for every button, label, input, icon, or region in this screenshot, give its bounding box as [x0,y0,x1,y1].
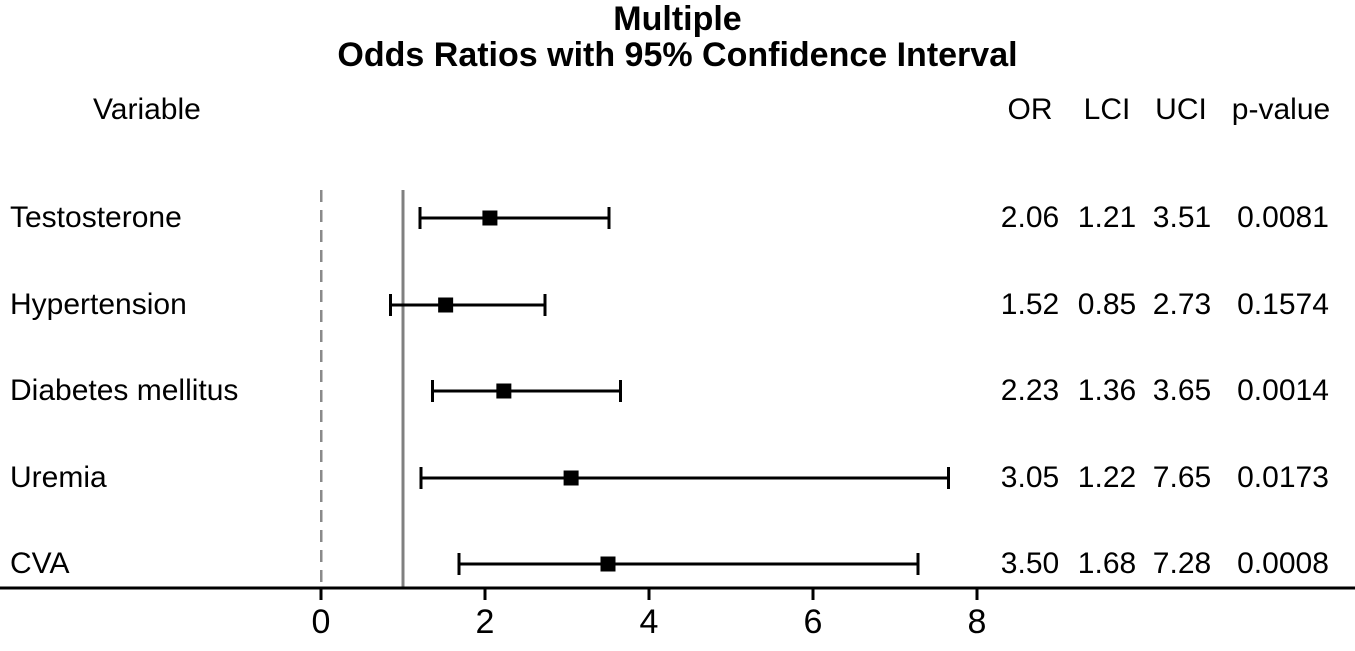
uci-value: 7.28 [1152,547,1212,580]
x-axis-tick-label: 4 [639,603,659,641]
variable-label: Testosterone [10,201,182,234]
variable-label: Uremia [10,461,107,494]
p-value: 0.0173 [1237,461,1329,494]
uci-value: 3.65 [1152,374,1212,407]
lci-value: 0.85 [1077,288,1137,321]
or-point-marker [438,297,454,313]
x-axis-tick-label: 2 [475,603,495,641]
lci-value: 1.21 [1077,201,1137,234]
p-value: 0.0014 [1237,374,1329,407]
or-point-marker [563,470,579,486]
variable-label: CVA [10,547,70,580]
or-value: 2.06 [1000,201,1060,234]
x-axis-tick-label: 0 [311,603,331,641]
p-value: 0.0008 [1237,547,1329,580]
variable-label: Diabetes mellitus [10,374,239,407]
pvalue-column-header: p-value [1231,93,1331,126]
or-column-header: OR [1007,93,1053,126]
variable-column-header: Variable [93,93,201,126]
uci-value: 3.51 [1152,201,1212,234]
x-axis-tick-label: 6 [803,603,823,641]
lci-value: 1.36 [1077,374,1137,407]
chart-title-line2: Odds Ratios with 95% Confidence Interval [337,36,1018,74]
uci-column-header: UCI [1155,93,1207,126]
chart-title-line1: Multiple [613,0,742,38]
variable-label: Hypertension [10,288,187,321]
lci-value: 1.22 [1077,461,1137,494]
or-point-marker [482,210,498,226]
or-value: 3.05 [1000,461,1060,494]
uci-value: 2.73 [1152,288,1212,321]
uci-value: 7.65 [1152,461,1212,494]
lci-column-header: LCI [1083,93,1131,126]
or-point-marker [496,383,512,399]
x-axis-tick-label: 8 [967,603,987,641]
lci-value: 1.68 [1077,547,1137,580]
or-point-marker [600,556,616,572]
chart-title: Multiple Odds Ratios with 95% Confidence… [0,1,1355,73]
or-value: 1.52 [1000,288,1060,321]
p-value: 0.0081 [1237,201,1329,234]
or-value: 3.50 [1000,547,1060,580]
p-value: 0.1574 [1237,288,1329,321]
or-value: 2.23 [1000,374,1060,407]
